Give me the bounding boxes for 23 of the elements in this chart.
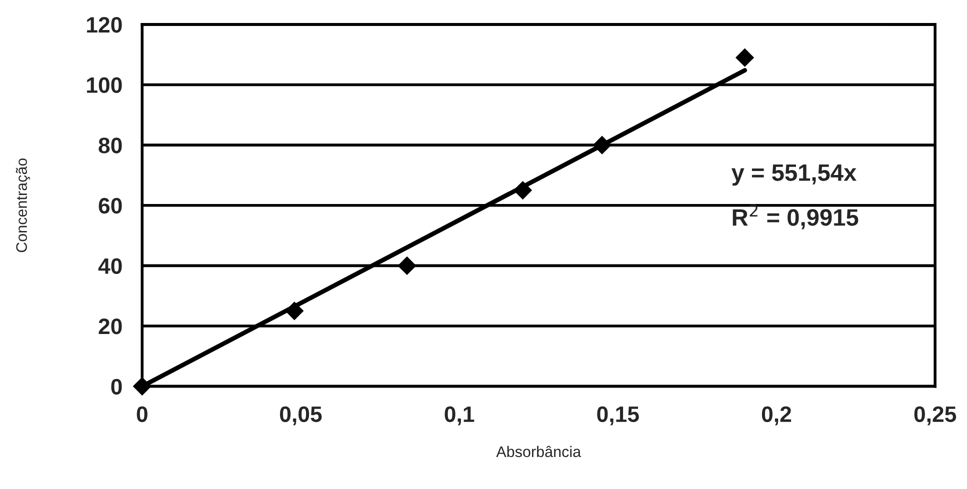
- point: [398, 256, 416, 276]
- y-tick-label: 20: [98, 318, 122, 334]
- x-tick-label: 0: [136, 406, 148, 422]
- x-tick-label: 0,2: [762, 406, 792, 426]
- y-tick-label: 80: [98, 138, 122, 154]
- y-axis-title: Concentração: [16, 158, 30, 252]
- x-tick-label: 0,25: [914, 406, 956, 426]
- annotation: R$^{2}$ = 0,9915: [732, 204, 858, 230]
- y-tick-label: 0: [111, 378, 122, 395]
- point: [735, 48, 754, 67]
- y-tick-label: 60: [98, 198, 122, 214]
- x-tick-label: 0,1: [444, 406, 474, 426]
- point: [592, 136, 612, 154]
- point: [285, 302, 304, 320]
- point: [132, 376, 152, 396]
- y-tick-label: 40: [98, 258, 122, 274]
- y-tick-label: 100: [87, 77, 122, 94]
- x-tick-label: 0,05: [280, 406, 322, 426]
- x-tick-label: 0,15: [597, 406, 639, 426]
- point: [513, 180, 532, 200]
- annotation: y = 551,54x: [731, 164, 857, 186]
- y-tick-label: 120: [87, 16, 122, 33]
- x-axis-title: Absorbância: [496, 446, 582, 458]
